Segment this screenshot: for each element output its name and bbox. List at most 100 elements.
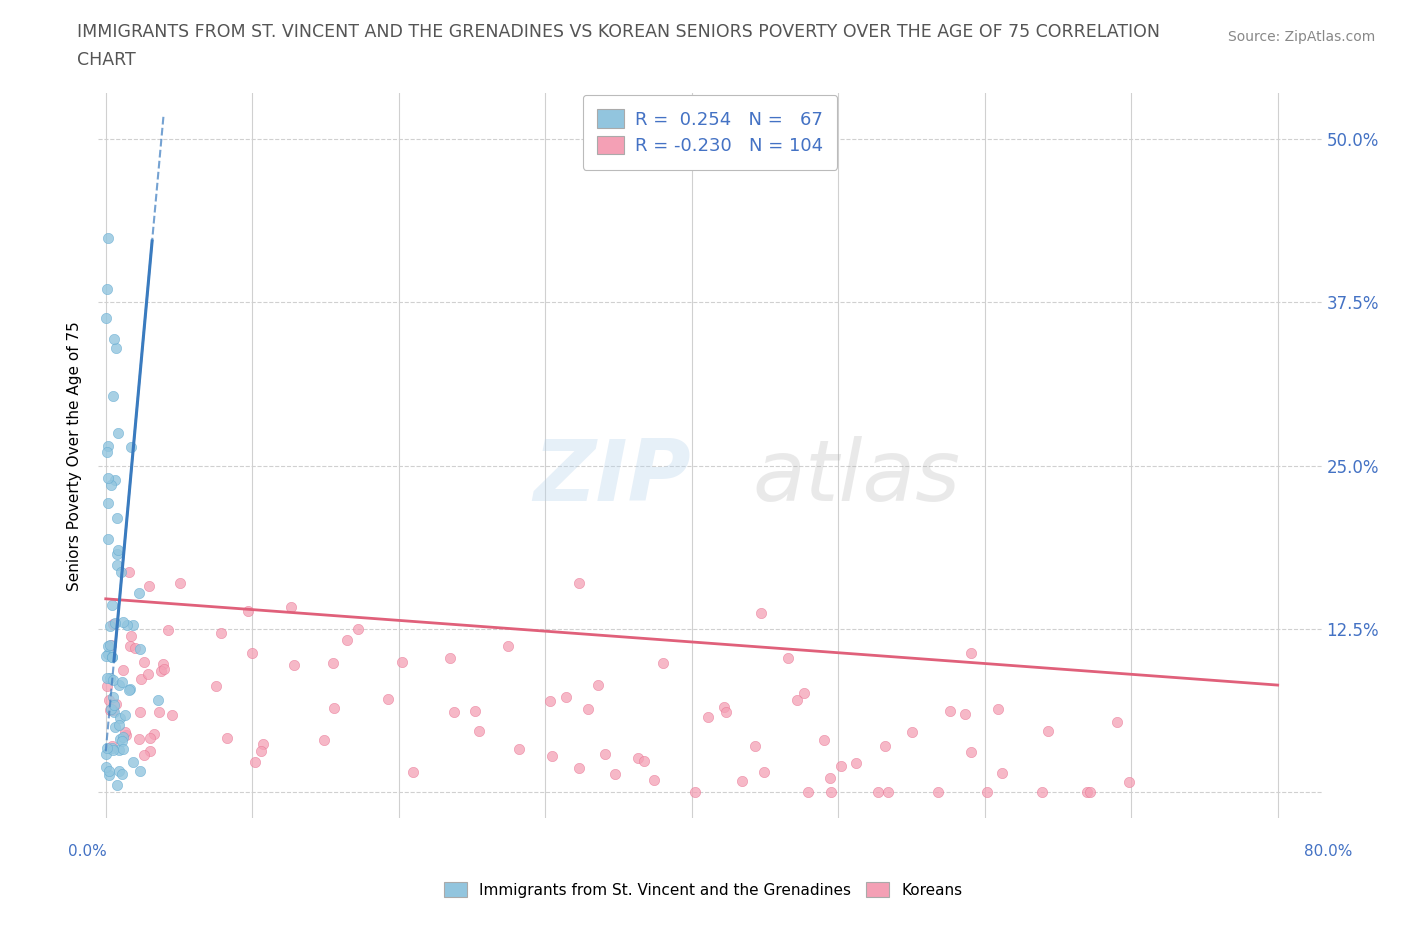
Point [105, 697, 128, 711]
Point [927, 785, 949, 800]
Point [138, 578, 160, 593]
Point [101, 738, 124, 753]
Point [132, 655, 155, 670]
Point [98, 671, 121, 685]
Point [94, 648, 117, 663]
Point [713, 699, 735, 714]
Point [209, 626, 232, 641]
Point [1076, 785, 1098, 800]
Point [314, 733, 336, 748]
Point [97, 438, 120, 453]
Point [627, 751, 650, 765]
Point [122, 618, 145, 632]
Point [283, 658, 305, 672]
Point [336, 632, 359, 647]
Point [96, 671, 118, 685]
Point [252, 737, 274, 751]
Point [101, 598, 124, 613]
Point [443, 705, 465, 720]
Point [129, 672, 152, 687]
Point [118, 683, 141, 698]
Point [98, 618, 121, 633]
Point [100, 477, 122, 492]
Point [111, 730, 134, 745]
Point [97, 764, 120, 778]
Point [568, 575, 591, 590]
Point [100, 701, 122, 716]
Point [108, 677, 131, 692]
Point [347, 622, 370, 637]
Point [749, 606, 772, 621]
Point [987, 702, 1010, 717]
Point [97, 646, 120, 661]
Point [108, 711, 131, 725]
Point [633, 753, 655, 768]
Point [797, 785, 820, 800]
Point [101, 389, 124, 404]
Point [136, 667, 159, 682]
Point [97, 532, 120, 547]
Point [752, 764, 775, 779]
Point [97, 231, 120, 246]
Point [716, 704, 738, 719]
Point [96, 760, 118, 775]
Text: atlas: atlas [752, 436, 960, 519]
Point [818, 771, 841, 786]
Point [148, 693, 170, 708]
Point [439, 651, 461, 666]
Point [114, 724, 136, 739]
Point [104, 615, 127, 630]
Point [568, 761, 591, 776]
Point [118, 682, 141, 697]
Legend: R =  0.254   N =   67, R = -0.230   N = 104: R = 0.254 N = 67, R = -0.230 N = 104 [582, 95, 838, 169]
Point [377, 692, 399, 707]
Point [132, 748, 155, 763]
Point [96, 282, 118, 297]
Point [108, 731, 131, 746]
Point [120, 629, 142, 644]
Point [103, 705, 125, 720]
Point [877, 785, 900, 800]
Text: 0.0%: 0.0% [67, 844, 107, 858]
Point [111, 674, 134, 689]
Point [744, 738, 766, 753]
Point [94, 747, 117, 762]
Point [813, 733, 835, 748]
Point [323, 701, 346, 716]
Point [939, 703, 962, 718]
Point [129, 764, 152, 778]
Point [236, 604, 259, 618]
Point [96, 741, 118, 756]
Point [683, 785, 706, 800]
Point [953, 707, 976, 722]
Point [98, 692, 121, 707]
Point [1031, 785, 1053, 800]
Y-axis label: Seniors Poverty Over the Age of 75: Seniors Poverty Over the Age of 75 [67, 321, 83, 591]
Point [595, 747, 617, 762]
Point [129, 642, 152, 657]
Point [643, 773, 665, 788]
Point [94, 311, 117, 325]
Point [98, 767, 121, 782]
Point [157, 622, 180, 637]
Point [786, 692, 808, 707]
Point [103, 690, 125, 705]
Point [153, 661, 176, 676]
Point [97, 496, 120, 511]
Point [960, 645, 983, 660]
Point [101, 650, 124, 665]
Point [114, 708, 136, 723]
Point [111, 733, 134, 748]
Point [866, 785, 889, 800]
Point [1080, 785, 1102, 800]
Text: CHART: CHART [77, 51, 136, 69]
Point [142, 726, 165, 741]
Point [128, 731, 150, 746]
Point [402, 764, 425, 779]
Point [111, 662, 134, 677]
Point [776, 651, 799, 666]
Point [108, 764, 131, 778]
Point [139, 744, 162, 759]
Point [118, 565, 141, 579]
Point [651, 656, 673, 671]
